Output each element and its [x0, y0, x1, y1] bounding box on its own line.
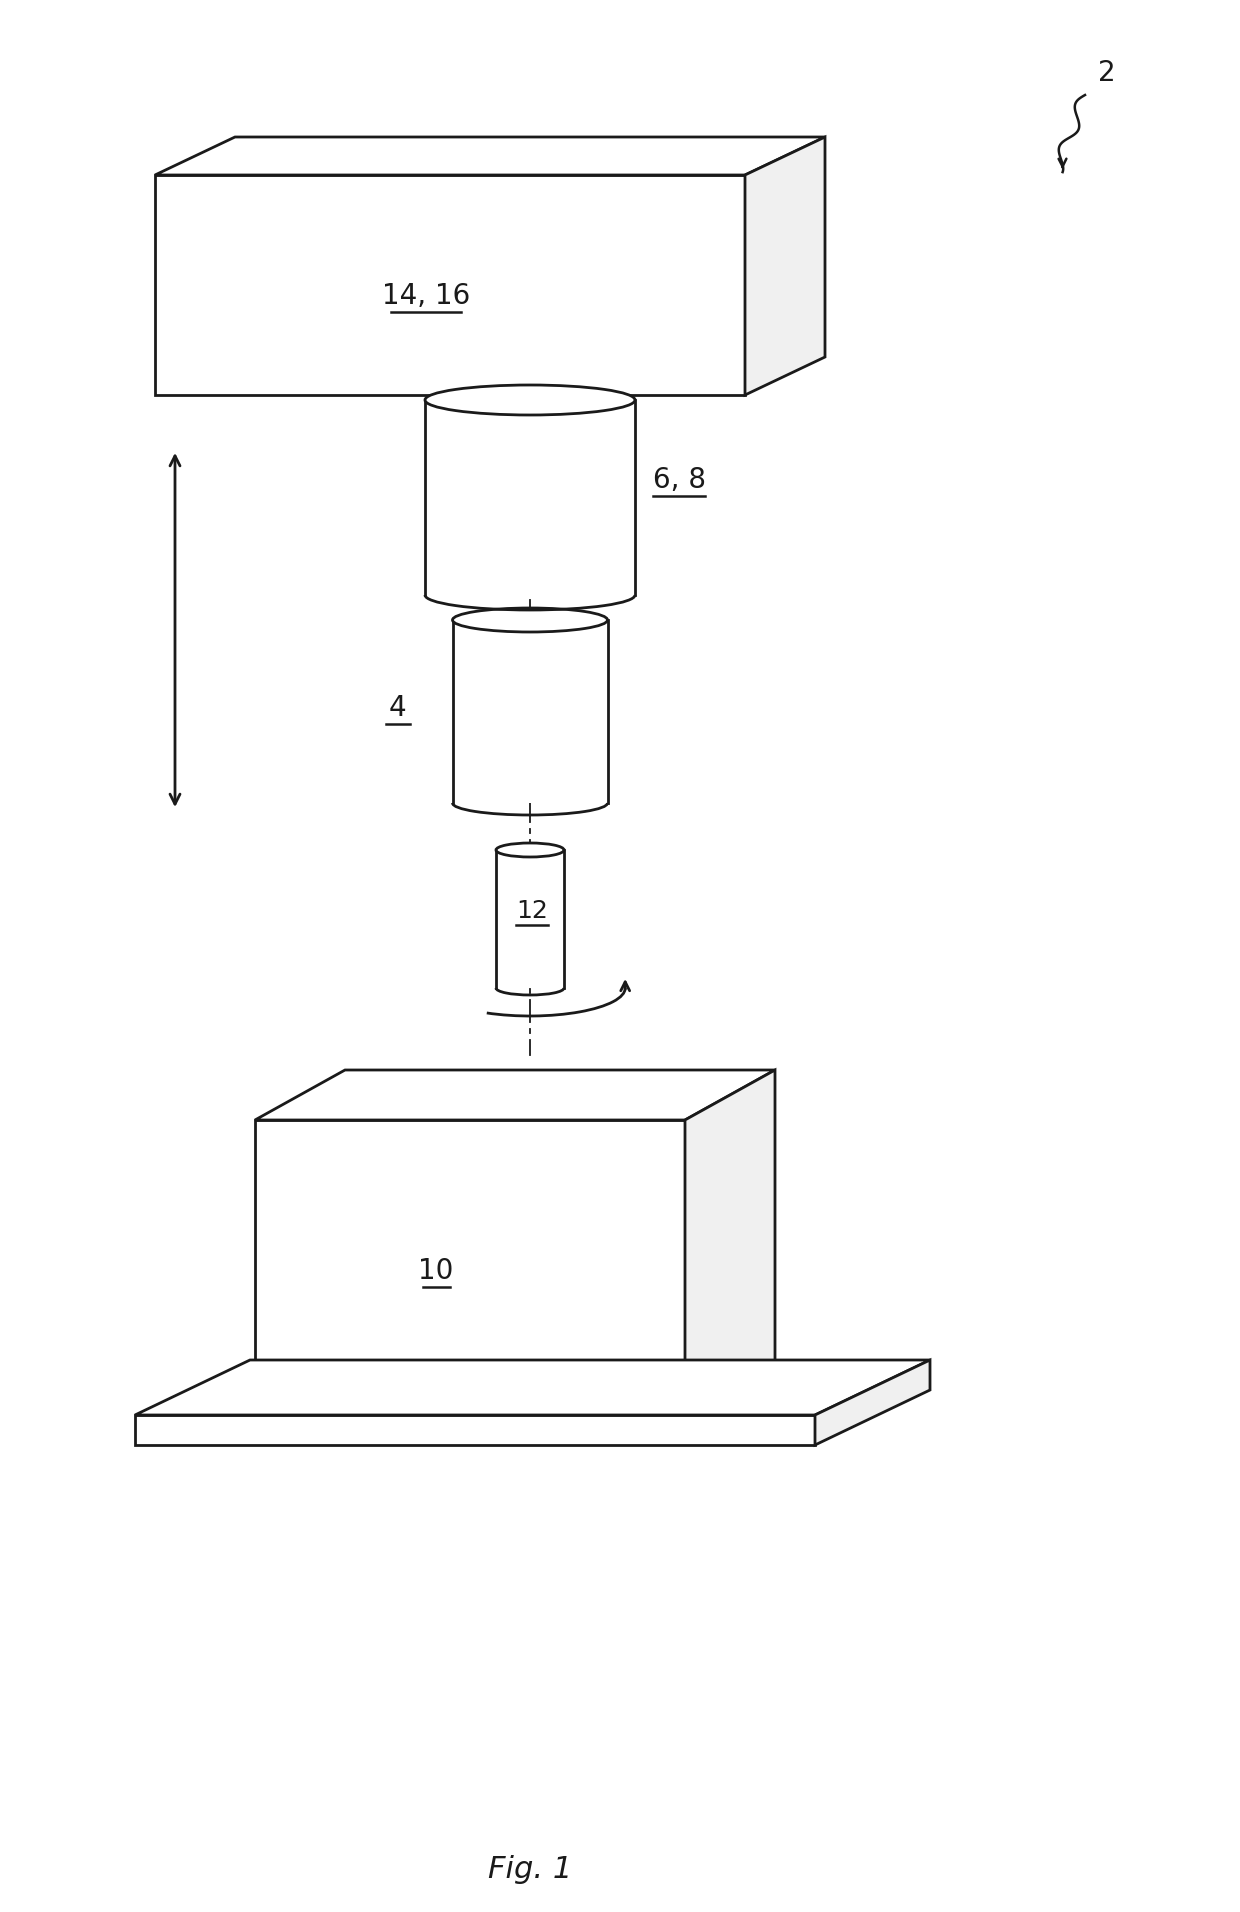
Polygon shape — [745, 138, 825, 396]
Text: 14, 16: 14, 16 — [382, 281, 470, 310]
Polygon shape — [135, 1415, 815, 1445]
Text: Fig. 1: Fig. 1 — [487, 1855, 572, 1885]
Ellipse shape — [425, 384, 635, 415]
Polygon shape — [684, 1071, 775, 1409]
Polygon shape — [496, 851, 564, 989]
Text: 4: 4 — [388, 694, 407, 721]
Polygon shape — [155, 176, 745, 396]
Polygon shape — [453, 619, 608, 803]
Ellipse shape — [496, 843, 564, 857]
Text: 10: 10 — [418, 1256, 454, 1285]
Polygon shape — [135, 1359, 930, 1415]
Polygon shape — [155, 138, 825, 176]
Polygon shape — [255, 1071, 775, 1120]
Polygon shape — [425, 400, 635, 595]
Polygon shape — [815, 1359, 930, 1445]
Text: 12: 12 — [516, 899, 548, 923]
Polygon shape — [255, 1120, 684, 1409]
Ellipse shape — [453, 608, 608, 633]
Text: 6, 8: 6, 8 — [653, 467, 706, 493]
Text: 2: 2 — [1099, 59, 1116, 88]
